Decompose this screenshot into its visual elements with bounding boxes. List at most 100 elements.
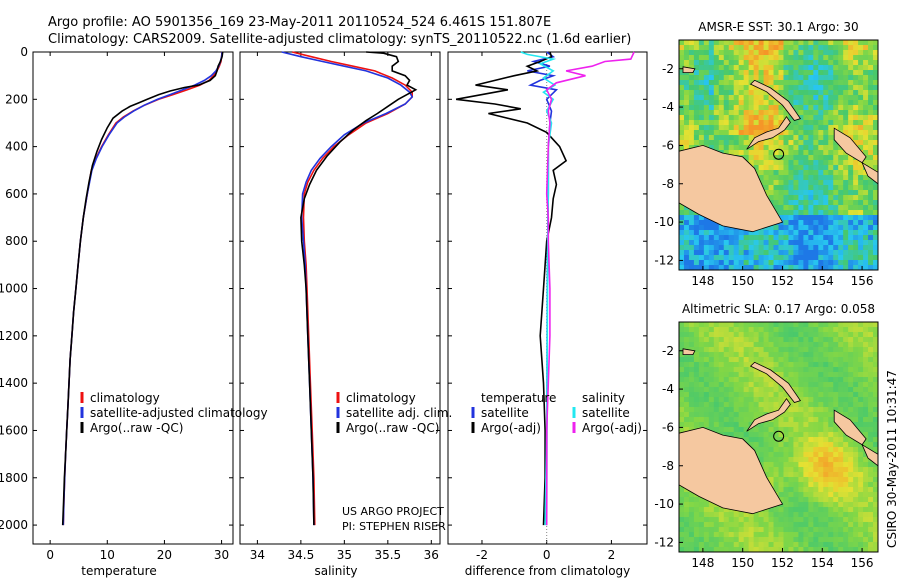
map-cell — [693, 497, 700, 503]
map-cell — [693, 387, 700, 393]
map-cell — [763, 190, 770, 196]
map-cell — [688, 382, 695, 388]
map-cell — [798, 502, 804, 508]
map-cell — [728, 65, 735, 71]
map-cell — [868, 145, 874, 151]
map-cell — [703, 250, 710, 256]
map-cell — [753, 367, 760, 373]
map-cell — [868, 372, 874, 378]
map-cell — [773, 507, 779, 513]
map-cell — [823, 50, 829, 56]
map-cell — [738, 397, 745, 403]
map-cell — [848, 235, 854, 241]
map-cell — [763, 225, 770, 231]
map-cell — [748, 95, 755, 101]
map-cell — [768, 532, 775, 538]
map-cell — [748, 55, 755, 61]
map-cell — [858, 502, 864, 508]
map-cell — [868, 255, 874, 261]
map-cell — [778, 527, 784, 533]
map-cell — [698, 60, 705, 66]
map-cell — [778, 447, 784, 453]
map-cell — [768, 230, 775, 236]
map-cell — [813, 235, 819, 241]
map-cell — [713, 327, 720, 333]
map-cell — [813, 382, 819, 388]
map-cell — [679, 427, 685, 433]
map-cell — [853, 110, 859, 116]
map-cell — [853, 352, 859, 358]
map-cell — [818, 517, 824, 523]
map-cell — [683, 337, 690, 343]
map-cell — [768, 457, 775, 463]
map-cell — [683, 342, 690, 348]
map-cell — [833, 235, 839, 241]
map-cell — [748, 155, 755, 161]
map-cell — [788, 472, 794, 478]
map-cell — [728, 255, 735, 261]
map-cell — [763, 397, 770, 403]
map-cell — [793, 150, 799, 156]
map-x-tick-label: 156 — [851, 556, 874, 570]
map-cell — [798, 342, 804, 348]
map-cell — [728, 45, 735, 51]
map-cell — [693, 255, 700, 261]
map-cell — [868, 377, 874, 383]
map-cell — [793, 190, 799, 196]
map-cell — [838, 472, 844, 478]
map-cell — [723, 40, 730, 46]
map-cell — [853, 120, 859, 126]
map-cell — [788, 150, 794, 156]
map-cell — [818, 70, 824, 76]
map-cell — [873, 50, 879, 56]
map-cell — [823, 235, 829, 241]
map-cell — [788, 542, 794, 548]
map-cell — [823, 482, 829, 488]
map-cell — [718, 80, 725, 86]
map-cell — [823, 517, 829, 523]
map-cell — [848, 70, 854, 76]
map-cell — [763, 422, 770, 428]
map-cell — [803, 402, 809, 408]
map-cell — [848, 220, 854, 226]
map-cell — [713, 245, 720, 251]
map-cell — [748, 65, 755, 71]
map-cell — [808, 65, 814, 71]
map-cell — [773, 140, 779, 146]
map-cell — [768, 180, 775, 186]
map-cell — [853, 45, 859, 51]
map-cell — [803, 382, 809, 388]
map-cell — [713, 342, 720, 348]
map-cell — [713, 337, 720, 343]
map-cell — [838, 377, 844, 383]
map-cell — [679, 327, 685, 333]
map-cell — [713, 347, 720, 353]
map-cell — [768, 367, 775, 373]
map-cell — [688, 125, 695, 131]
map-cell — [863, 265, 869, 271]
map-cell — [693, 372, 700, 378]
map-cell — [718, 392, 725, 398]
map-cell — [763, 70, 770, 76]
map-cell — [833, 362, 839, 368]
map-cell — [758, 50, 765, 56]
map-cell — [868, 105, 874, 111]
map-cell — [773, 387, 779, 393]
map-cell — [793, 70, 799, 76]
map-cell — [708, 45, 715, 51]
map-cell — [823, 377, 829, 383]
map-cell — [743, 407, 750, 413]
map-cell — [708, 392, 715, 398]
map-cell — [698, 417, 705, 423]
map-cell — [693, 260, 700, 266]
map-cell — [758, 170, 765, 176]
map-cell — [698, 342, 705, 348]
map-cell — [808, 200, 814, 206]
map-cell — [838, 125, 844, 131]
map-cell — [778, 235, 784, 241]
map-cell — [818, 235, 824, 241]
map-cell — [803, 467, 809, 473]
map-cell — [808, 120, 814, 126]
map-cell — [803, 130, 809, 136]
map-cell — [733, 145, 740, 151]
